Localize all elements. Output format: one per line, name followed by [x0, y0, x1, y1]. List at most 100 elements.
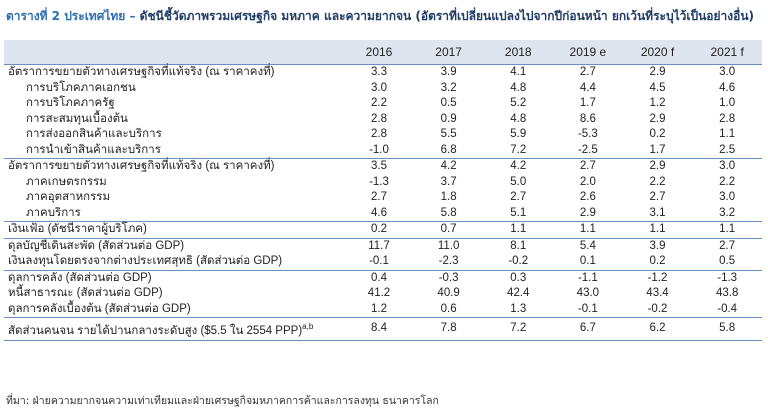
cell-value: 2.7 — [579, 66, 596, 78]
row-label: การสะสมทุนเบื้องต้น — [26, 112, 128, 125]
cell-value: 0.4 — [344, 269, 414, 286]
row-label: อัตราการขยายตัวทางเศรษฐกิจที่แท้จริง (ณ … — [4, 158, 345, 175]
cell-value: 3.2 — [440, 81, 457, 94]
table-row: การนำเข้าสินค้าและบริการ -1.0 6.8 7.2 -2… — [4, 143, 762, 159]
cell-value: 2.6 — [579, 191, 596, 203]
cell-value: -0.3 — [413, 269, 484, 286]
cell-value: 0.5 — [440, 97, 457, 109]
cell-value: 2.7 — [371, 191, 387, 203]
cell-value: 2.2 — [719, 175, 736, 188]
cell-value: 5.5 — [440, 128, 457, 140]
table-title-label: ตารางที่ 2 ประเทศไทย – — [6, 9, 136, 23]
cell-value: 4.1 — [510, 66, 527, 78]
table-row: เงินเฟ้อ (ดัชนีราคาผู้บริโภค) 0.2 0.7 1.… — [4, 221, 762, 238]
cell-value: 4.5 — [649, 81, 666, 94]
cell-value: 11.7 — [344, 237, 414, 254]
cell-value: 3.9 — [440, 66, 457, 78]
cell-value: 3.7 — [440, 175, 457, 188]
table-row: เงินลงทุนโดยตรงจากต่างประเทศสุทธิ (สัดส่… — [4, 254, 762, 270]
cell-value: 5.9 — [510, 128, 527, 140]
cell-value: -5.3 — [577, 128, 598, 140]
cell-value: 3.0 — [719, 191, 736, 203]
cell-value: -1.1 — [553, 269, 623, 286]
row-label: สัดส่วนคนจน รายได้ปานกลางระดับสูง ($5.5 … — [4, 317, 345, 341]
cell-value: 2.5 — [719, 143, 736, 156]
cell-value: 5.0 — [510, 175, 527, 188]
table-row: ภาคเกษตรกรรม -1.3 3.7 5.0 2.0 2.2 2.2 — [4, 175, 762, 191]
cell-value: 4.2 — [413, 158, 484, 175]
cell-value: 7.2 — [510, 143, 527, 156]
cell-value: -1.0 — [369, 143, 389, 156]
row-label: อัตราการขยายตัวทางเศรษฐกิจที่แท้จริง (ณ … — [8, 66, 275, 78]
table-header-row: 2016 2017 2018 2019 e 2020 f 2021 f — [4, 40, 762, 65]
cell-value: 1.8 — [440, 191, 457, 203]
row-label: ดุลการคลัง (สัดส่วนต่อ GDP) — [4, 269, 345, 286]
table-row: หนี้สาธารณะ (สัดส่วนต่อ GDP) 41.2 40.9 4… — [4, 286, 762, 302]
cell-value: 4.8 — [510, 81, 527, 94]
cell-value: 2.7 — [510, 191, 527, 203]
cell-value: 42.4 — [507, 287, 530, 299]
cell-value: 2.7 — [692, 237, 762, 254]
cell-value: 1.1 — [622, 221, 693, 238]
cell-value: 2.9 — [579, 206, 596, 219]
cell-value: 3.0 — [371, 81, 387, 94]
cell-value: 2.7 — [649, 191, 666, 203]
cell-value: 1.2 — [649, 97, 666, 109]
cell-value: 4.4 — [579, 81, 596, 94]
row-label: การบริโภคภาคเอกชน — [26, 81, 136, 94]
table-row: อัตราการขยายตัวทางเศรษฐกิจที่แท้จริง (ณ … — [4, 158, 762, 175]
row-label: เงินลงทุนโดยตรงจากต่างประเทศสุทธิ (สัดส่… — [8, 255, 283, 267]
source-note: ที่มา: ฝ่ายความยากจนความเท่าเทียมและฝ่าย… — [6, 395, 439, 407]
header-year: 2020 f — [622, 40, 693, 65]
row-label: ภาคเกษตรกรรม — [26, 175, 107, 188]
cell-value: 3.1 — [649, 206, 666, 219]
cell-value: 5.1 — [510, 206, 527, 219]
cell-value: 2.9 — [649, 66, 666, 78]
cell-value: 8.4 — [344, 317, 414, 341]
cell-value: -1.3 — [369, 175, 389, 188]
cell-value: 11.0 — [413, 237, 484, 254]
cell-value: -0.4 — [717, 302, 738, 315]
table-row: สัดส่วนคนจน รายได้ปานกลางระดับสูง ($5.5 … — [4, 317, 762, 341]
table-title-text: ดัชนีชี้วัดภาพรวมเศรษฐกิจ มหภาค และความย… — [139, 9, 755, 23]
cell-value: -2.5 — [577, 143, 598, 156]
row-label: การส่งออกสินค้าและบริการ — [26, 128, 162, 140]
cell-value: -1.2 — [622, 269, 693, 286]
table-title: ตารางที่ 2 ประเทศไทย – ดัชนีชี้วัดภาพรวม… — [6, 7, 754, 26]
header-year: 2018 — [483, 40, 554, 65]
row-label: ภาคอุตสาหกรรม — [26, 191, 111, 203]
cell-value: 4.6 — [371, 206, 387, 219]
table-row: การส่งออกสินค้าและบริการ 2.8 5.5 5.9 -5.… — [4, 127, 762, 143]
cell-value: 4.6 — [719, 81, 736, 94]
cell-value: 1.1 — [483, 221, 554, 238]
cell-value: -2.3 — [438, 255, 459, 267]
cell-value: 8.6 — [579, 112, 596, 125]
cell-value: 5.2 — [510, 97, 527, 109]
cell-value: 6.2 — [622, 317, 693, 341]
cell-value: 0.2 — [649, 255, 666, 267]
cell-value: 3.9 — [622, 237, 693, 254]
cell-value: 0.1 — [579, 255, 596, 267]
table-row: ดุลบัญชีเดินสะพัด (สัดส่วนต่อ GDP) 11.7 … — [4, 237, 762, 254]
header-year: 2016 — [344, 40, 414, 65]
header-year: 2017 — [413, 40, 484, 65]
cell-value: 6.8 — [440, 143, 457, 156]
cell-value: 3.5 — [344, 158, 414, 175]
header-year: 2019 e — [553, 40, 623, 65]
macro-indicators-table: 2016 2017 2018 2019 e 2020 f 2021 f อัตร… — [4, 40, 762, 341]
cell-value: -0.1 — [577, 302, 598, 315]
table-row: อัตราการขยายตัวทางเศรษฐกิจที่แท้จริง (ณ … — [4, 65, 762, 81]
table-row: การสะสมทุนเบื้องต้น 2.8 0.9 4.8 8.6 2.9 … — [4, 112, 762, 128]
cell-value: 5.4 — [553, 237, 623, 254]
cell-value: 0.3 — [483, 269, 554, 286]
cell-value: 1.7 — [579, 97, 596, 109]
cell-value: 1.1 — [692, 221, 762, 238]
cell-value: 2.8 — [371, 112, 387, 125]
cell-value: -0.2 — [508, 255, 529, 267]
cell-value: 4.2 — [483, 158, 554, 175]
cell-value: 0.5 — [719, 255, 736, 267]
row-label: ดุลการคลังเบื้องต้น (สัดส่วนต่อ GDP) — [8, 302, 191, 315]
row-label-text: สัดส่วนคนจน รายได้ปานกลางระดับสูง ($5.5 … — [8, 324, 303, 337]
cell-value: 41.2 — [367, 287, 391, 299]
cell-value: 2.7 — [553, 158, 623, 175]
